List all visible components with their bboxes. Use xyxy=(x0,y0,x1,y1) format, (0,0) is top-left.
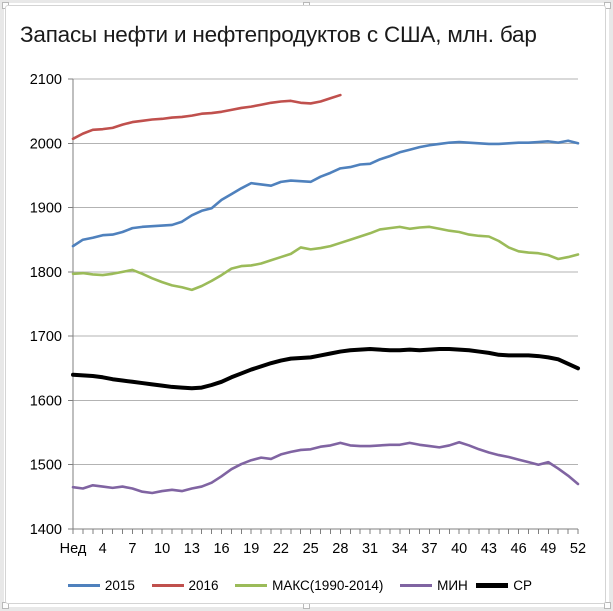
legend-label: 2015 xyxy=(104,577,135,593)
x-axis-tick-label: 19 xyxy=(243,541,259,557)
legend-label: СР xyxy=(513,577,533,593)
x-axis-tick-label: 31 xyxy=(362,541,378,557)
series-line-МИН xyxy=(71,440,580,495)
y-axis-tick-label: 2000 xyxy=(30,136,62,152)
legend-color-swatch xyxy=(151,583,184,587)
worksheet-edge-left xyxy=(0,0,4,611)
x-axis-tick-label: 10 xyxy=(154,541,170,557)
chart-resize-handle-se[interactable] xyxy=(604,602,611,609)
x-axis-tick-label: 13 xyxy=(184,541,200,557)
x-axis-tick-label: 37 xyxy=(421,541,437,557)
plot-area: 2100 2000 1900 1800 1700 1600 1500 1400 Нед 4 7 10 1… xyxy=(6,6,605,566)
legend-label: МАКС(1990-2014) xyxy=(272,577,384,593)
chart-canvas: 2100 2000 1900 1800 1700 1600 1500 1400 Нед 4 7 10 1… xyxy=(30,72,586,557)
legend-item-СР[interactable]: СР xyxy=(476,576,532,594)
legend-color-swatch xyxy=(400,583,433,587)
worksheet-edge-top xyxy=(0,0,613,3)
x-axis-tick-label: 43 xyxy=(481,541,497,557)
chart-title: Запасы нефти и нефтепродуктов с США, млн… xyxy=(20,22,537,47)
legend-item-2016[interactable]: 2016 xyxy=(151,576,219,594)
x-axis-tick-label: 46 xyxy=(511,541,527,557)
series-line-2015 xyxy=(71,139,580,248)
y-axis-tick-label: 1600 xyxy=(30,393,62,409)
legend-item-МИН[interactable]: МИН xyxy=(400,576,468,594)
worksheet-edge-right xyxy=(609,0,613,611)
legend-color-swatch xyxy=(476,582,509,588)
legend-label: МИН xyxy=(437,577,468,593)
x-axis-tick-label: Нед xyxy=(60,541,87,557)
x-axis-tick-label: 25 xyxy=(303,541,319,557)
y-axis-tick-label: 1400 xyxy=(30,522,62,538)
worksheet-edge-bottom xyxy=(0,607,613,611)
chart-legend: 2015 2016 МАКС(1990-2014) МИН СР xyxy=(6,576,607,596)
y-axis-tick-label: 1500 xyxy=(30,458,62,474)
legend-color-swatch xyxy=(235,583,268,587)
y-axis-tick-label: 1700 xyxy=(30,329,62,345)
y-axis-tick-label: 2100 xyxy=(30,72,62,88)
chart-object[interactable]: Запасы нефти и нефтепродуктов с США, млн… xyxy=(5,5,606,604)
x-axis-tick-label: 49 xyxy=(540,541,556,557)
x-axis-tick-label: 22 xyxy=(273,541,289,557)
legend-item-2015[interactable]: 2015 xyxy=(67,576,135,594)
x-axis-tick-label: 7 xyxy=(128,541,136,557)
series-line-СР xyxy=(71,347,580,391)
y-axis-tick-label: 1900 xyxy=(30,201,62,217)
series-line-2016 xyxy=(71,93,342,141)
x-axis-tick-label: 28 xyxy=(332,541,348,557)
series-line-МАКС(1990-2014) xyxy=(71,225,580,292)
x-axis-tick-label: 4 xyxy=(99,541,107,557)
x-axis-tick-label: 52 xyxy=(570,541,586,557)
x-axis-tick-label: 16 xyxy=(213,541,229,557)
x-axis-tick-label: 34 xyxy=(392,541,408,557)
legend-color-swatch xyxy=(67,583,100,587)
x-axis-tick-label: 40 xyxy=(451,541,467,557)
y-axis-tick-label: 1800 xyxy=(30,265,62,281)
legend-item-МАКС(1990-2014)[interactable]: МАКС(1990-2014) xyxy=(235,576,383,594)
legend-label: 2016 xyxy=(188,577,219,593)
